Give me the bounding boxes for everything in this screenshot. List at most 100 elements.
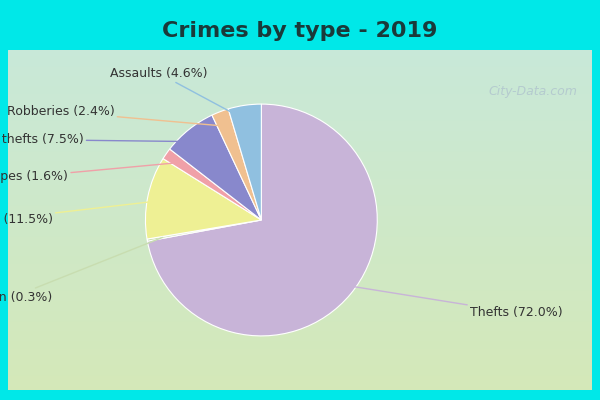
Bar [8,115,592,118]
Bar [8,258,592,261]
Bar [8,223,592,227]
Bar [8,318,592,322]
Bar [8,386,592,390]
Text: Thefts (72.0%): Thefts (72.0%) [338,284,563,319]
Bar [8,186,592,189]
Bar [8,50,592,53]
Bar [8,172,592,176]
Text: Assaults (4.6%): Assaults (4.6%) [110,67,247,120]
Bar [8,329,592,332]
Bar [8,336,592,339]
Bar [8,200,592,203]
Bar [8,101,592,104]
Bar [8,104,592,108]
Bar [8,339,592,342]
Bar [8,60,592,64]
Bar [8,182,592,186]
Bar [8,118,592,121]
Bar [8,94,592,98]
Bar [8,373,592,376]
Bar [8,346,592,349]
Bar [8,308,592,312]
Text: Rapes (1.6%): Rapes (1.6%) [0,162,179,183]
Bar [8,312,592,315]
Text: City-Data.com: City-Data.com [488,86,577,98]
Bar [8,138,592,142]
Bar [8,166,592,169]
Bar [8,67,592,70]
Wedge shape [145,159,262,239]
Bar [8,162,592,166]
Bar [8,220,592,223]
Bar [8,244,592,247]
Bar [8,135,592,138]
Wedge shape [228,104,262,220]
Bar [8,54,592,57]
Bar [8,254,592,258]
Bar [8,142,592,145]
Bar [8,227,592,230]
Bar [8,108,592,111]
Text: Arson (0.3%): Arson (0.3%) [0,238,163,304]
Bar [8,189,592,193]
Bar [8,74,592,77]
Wedge shape [147,220,262,241]
Bar [8,111,592,114]
Bar [8,370,592,373]
Bar [8,98,592,101]
Bar [8,349,592,353]
Bar [8,261,592,264]
Bar [8,179,592,182]
Bar [8,250,592,254]
Bar [8,353,592,356]
Bar [8,278,592,281]
Bar [8,145,592,149]
Bar [8,196,592,200]
Text: Burglaries (11.5%): Burglaries (11.5%) [0,200,163,226]
Bar [8,383,592,386]
Bar [8,210,592,213]
Bar [8,57,592,60]
Bar [8,237,592,240]
Bar [8,274,592,278]
Bar [8,325,592,329]
Bar [8,81,592,84]
Bar [8,305,592,308]
Bar [8,380,592,383]
Bar [8,271,592,274]
Bar [8,295,592,298]
Bar [8,159,592,162]
Bar [8,77,592,80]
Text: Crimes by type - 2019: Crimes by type - 2019 [163,21,437,41]
Bar [8,332,592,336]
Bar [8,342,592,346]
Bar [8,298,592,302]
Bar [8,302,592,305]
Bar [8,356,592,359]
Bar [8,376,592,380]
Bar [8,203,592,206]
Bar [8,152,592,155]
Bar [8,206,592,210]
Bar [8,91,592,94]
Bar [8,217,592,220]
Bar [8,149,592,152]
Bar [8,268,592,271]
Bar [8,315,592,318]
Bar [8,176,592,179]
Bar [8,366,592,370]
Bar [8,247,592,250]
Bar [8,169,592,172]
Text: Robberies (2.4%): Robberies (2.4%) [7,105,226,126]
Bar [8,288,592,291]
Wedge shape [170,115,262,220]
Bar [8,281,592,285]
Bar [8,128,592,132]
Bar [8,240,592,244]
Wedge shape [163,149,262,220]
Wedge shape [148,104,377,336]
Bar [8,285,592,288]
Bar [8,88,592,91]
Bar [8,84,592,87]
Bar [8,70,592,74]
